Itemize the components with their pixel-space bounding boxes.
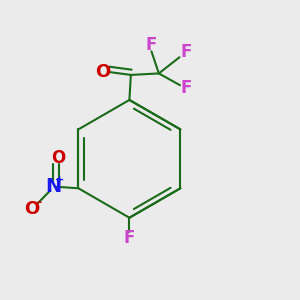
Text: O: O [52, 149, 66, 167]
Text: O: O [95, 63, 110, 81]
Text: F: F [180, 43, 192, 61]
Text: F: F [181, 79, 192, 97]
Text: +: + [55, 175, 64, 185]
Text: -: - [36, 196, 41, 209]
Text: N: N [45, 177, 62, 196]
Text: O: O [24, 200, 39, 218]
Text: F: F [124, 229, 135, 247]
Text: F: F [145, 36, 157, 54]
